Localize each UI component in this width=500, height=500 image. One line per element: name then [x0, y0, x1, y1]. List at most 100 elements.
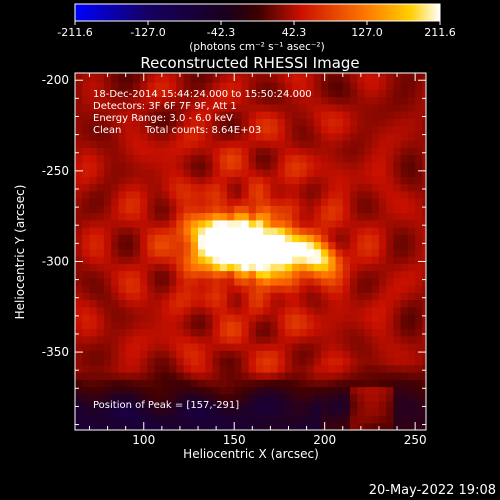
heatmap-cell [255, 335, 264, 344]
heatmap-cell [75, 321, 83, 330]
heatmap-cell [350, 314, 358, 322]
heatmap-cell [82, 241, 91, 250]
heatmap-cell [205, 364, 214, 373]
heatmap-cell [371, 190, 380, 199]
heatmap-cell [371, 343, 380, 351]
heatmap-cell [198, 314, 206, 322]
heatmap-cell [96, 241, 105, 250]
plot-frame [74, 72, 427, 431]
heatmap-cell [407, 306, 416, 315]
heatmap-cell [263, 198, 271, 206]
heatmap-cell [176, 234, 185, 243]
heatmap-cell [226, 96, 235, 105]
heatmap-cell [226, 219, 235, 228]
heatmap-cell [89, 256, 98, 264]
heatmap-cell [292, 161, 300, 170]
heatmap-cell [154, 82, 163, 90]
heatmap-cell [292, 277, 300, 286]
heatmap-cell [263, 73, 271, 76]
heatmap-cell [219, 277, 228, 286]
heatmap-cell [422, 357, 426, 366]
heatmap-cell [415, 241, 423, 250]
heatmap-cell [328, 357, 337, 366]
heatmap-cell [190, 154, 199, 163]
heatmap-cell [161, 183, 170, 192]
heatmap-cell [342, 241, 351, 250]
heatmap-cell [313, 89, 322, 98]
heatmap-cell [147, 82, 156, 90]
heatmap-cell [125, 379, 134, 388]
heatmap-cell [292, 234, 300, 243]
heatmap-cell [169, 415, 177, 424]
heatmap-cell [190, 205, 199, 214]
heatmap-cell [415, 343, 423, 351]
heatmap-cell [161, 73, 170, 76]
heatmap-cell [407, 372, 416, 380]
heatmap-cell [357, 190, 366, 199]
heatmap-cell [234, 401, 243, 409]
heatmap-cell [255, 73, 264, 76]
heatmap-cell [89, 422, 98, 430]
heatmap-cell [241, 343, 250, 351]
heatmap-cell [255, 74, 264, 83]
heatmap-cell [393, 118, 402, 127]
heatmap-cell [212, 393, 221, 402]
heatmap-cell [270, 205, 279, 214]
heatmap-cell [183, 408, 192, 417]
heatmap-cell [270, 234, 279, 243]
heatmap-cell [299, 96, 308, 105]
heatmap-cell [198, 285, 206, 293]
heatmap-cell [386, 161, 395, 170]
heatmap-cell [422, 161, 426, 170]
heatmap-cell [125, 73, 134, 76]
heatmap-cell [371, 386, 380, 395]
heatmap-cell [306, 154, 315, 163]
heatmap-cell [132, 285, 141, 293]
heatmap-cell [378, 82, 387, 90]
heatmap-cell [147, 364, 156, 373]
heatmap-cell [342, 292, 351, 301]
heatmap-cell [96, 190, 105, 199]
heatmap-cell [241, 74, 250, 83]
heatmap-cell [111, 234, 120, 243]
heatmap-cell [313, 73, 322, 76]
heatmap-cell [241, 96, 250, 105]
heatmap-cell [234, 408, 243, 417]
heatmap-cell [118, 169, 127, 177]
heatmap-cell [198, 205, 206, 214]
heatmap-cell [241, 248, 250, 257]
heatmap-cell [400, 292, 409, 301]
heatmap-cell [140, 306, 148, 315]
heatmap-cell [190, 422, 199, 430]
heatmap-cell [277, 125, 286, 134]
heatmap-cell [161, 314, 170, 322]
heatmap-cell [313, 219, 322, 228]
heatmap-cell [342, 154, 351, 163]
heatmap-cell [147, 415, 156, 424]
heatmap-cell [335, 292, 344, 301]
heatmap-cell [125, 364, 134, 373]
heatmap-cell [284, 82, 293, 90]
heatmap-cell [111, 393, 120, 402]
heatmap-cell [248, 169, 257, 177]
heatmap-cell [371, 103, 380, 112]
heatmap-cell [393, 306, 402, 315]
heatmap-cell [328, 96, 337, 105]
heatmap-cell [103, 386, 112, 395]
heatmap-cell [234, 198, 243, 206]
heatmap-cell [125, 234, 134, 243]
heatmap-cell [169, 256, 177, 264]
heatmap-cell [270, 73, 279, 76]
heatmap-cell [248, 357, 257, 366]
heatmap-cell [212, 379, 221, 388]
heatmap-cell [176, 103, 185, 112]
heatmap-cell [386, 183, 395, 192]
heatmap-cell [364, 147, 373, 156]
heatmap-cell [277, 132, 286, 141]
heatmap-cell [350, 292, 358, 301]
heatmap-cell [371, 372, 380, 380]
heatmap-cell [284, 234, 293, 243]
heatmap-cell [299, 176, 308, 185]
heatmap-cell [147, 73, 156, 76]
heatmap-cell [415, 415, 423, 424]
